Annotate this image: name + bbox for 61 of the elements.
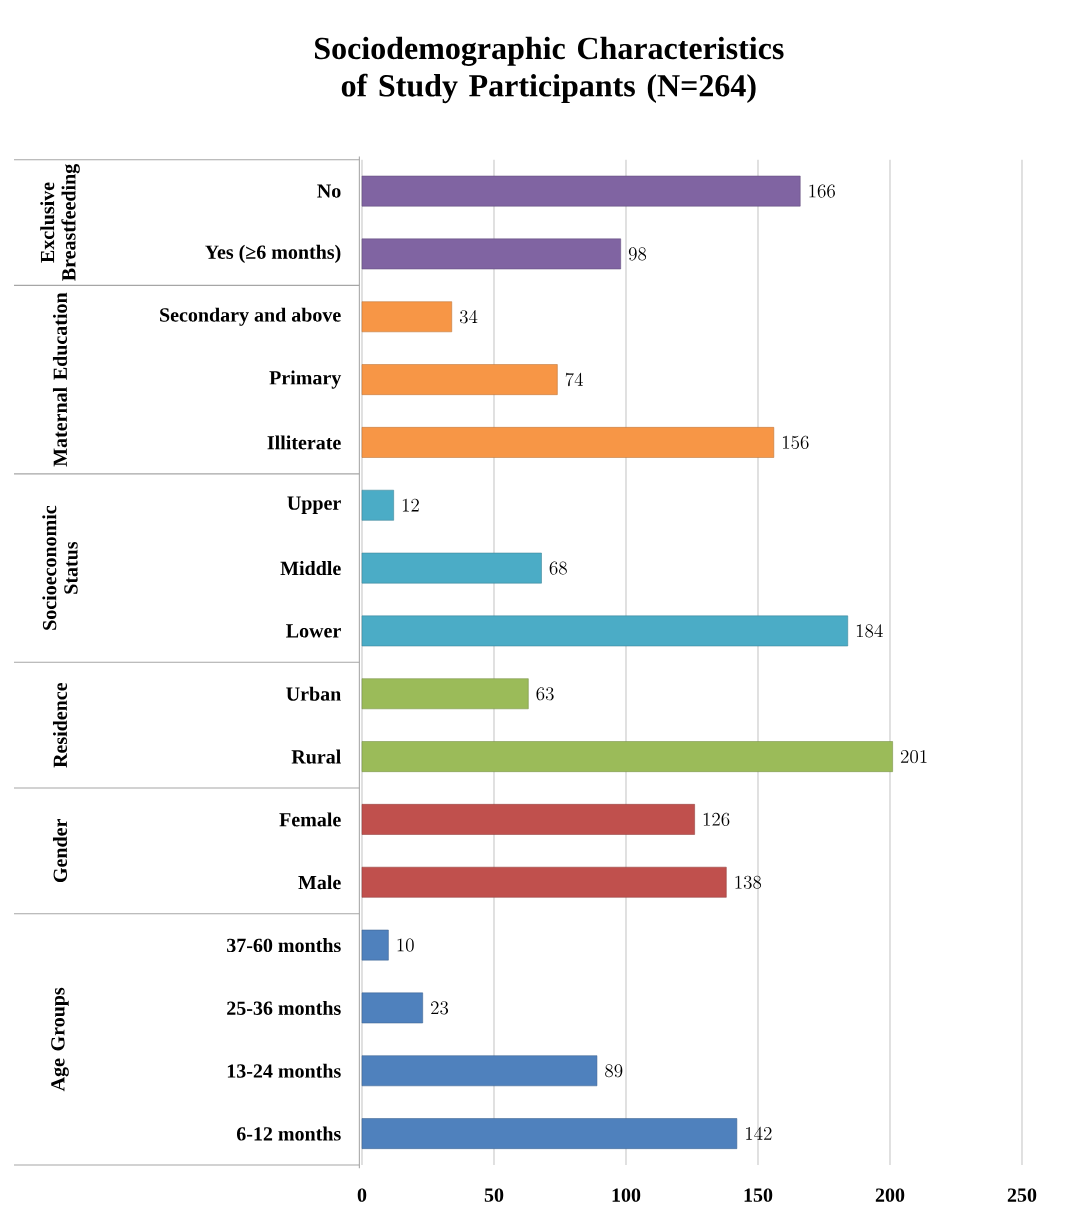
bar [361,866,727,898]
bar [361,804,695,835]
bar [361,364,558,395]
text: Gender [52,819,68,883]
text: Exclusive Breastfeeding [40,164,80,281]
y-tick-label: Male [298,875,341,890]
bar [361,175,801,207]
x-tick-label: 0 [357,1188,367,1202]
bar [361,427,775,458]
y-tick-label: Illiterate [267,435,341,450]
bar [361,1055,598,1087]
text: Socioeconomic Status [42,505,78,630]
bar [361,238,621,270]
y-tick-label: 6-12 months [236,1126,341,1141]
x-tick-label: 250 [1007,1188,1037,1202]
data-label: 74 [565,372,583,387]
data-label: 63 [536,687,554,701]
bar [361,992,423,1024]
x-tick-label: 150 [744,1188,773,1202]
data-label: 156 [782,435,809,450]
text: Residence [52,682,68,768]
y-tick-label: 25-36 months [227,1000,341,1015]
x-tick-label: 50 [484,1188,504,1202]
bar [361,552,542,584]
data-label: 184 [856,624,883,638]
bar [361,301,453,333]
bar [361,489,394,521]
y-tick-label: Yes (≥6 months) [205,244,341,263]
data-label: 68 [549,561,567,575]
data-label: 138 [735,875,762,889]
data-label: 126 [703,812,730,827]
bar [361,929,389,961]
bar [361,741,893,772]
chart-title: Sociodemographic Characteristics of Study Participants (N=264) [315,36,784,104]
bar [361,615,849,647]
data-label: 34 [459,309,478,324]
y-tick-label: Secondary and above [160,307,341,326]
y-tick-label: Middle [280,561,341,576]
y-tick-label: Female [279,812,341,827]
bar [361,678,529,710]
data-label: 10 [397,938,414,952]
y-tick-label: 37-60 months [227,938,341,953]
data-label: 142 [746,1126,772,1140]
data-label: 98 [628,247,647,261]
y-tick-label: 13-24 months [227,1063,341,1078]
text: Age Groups [51,987,69,1092]
data-label: 201 [900,750,927,764]
data-label: 12 [402,498,419,512]
x-tick-label: 200 [875,1188,905,1202]
data-label: 89 [605,1064,623,1078]
text: Maternal Education [52,292,68,467]
y-tick-label: Primary [269,370,342,389]
y-tick-label: No [317,184,341,198]
bar [361,1118,738,1149]
y-tick-label: Rural [291,749,341,764]
x-tick-label: 100 [612,1188,641,1202]
y-tick-label: Urban [286,686,341,701]
data-label: 23 [431,1001,449,1015]
y-tick-label: Upper [287,496,341,514]
data-label: 166 [809,184,835,198]
y-tick-label: Lower [286,624,341,638]
